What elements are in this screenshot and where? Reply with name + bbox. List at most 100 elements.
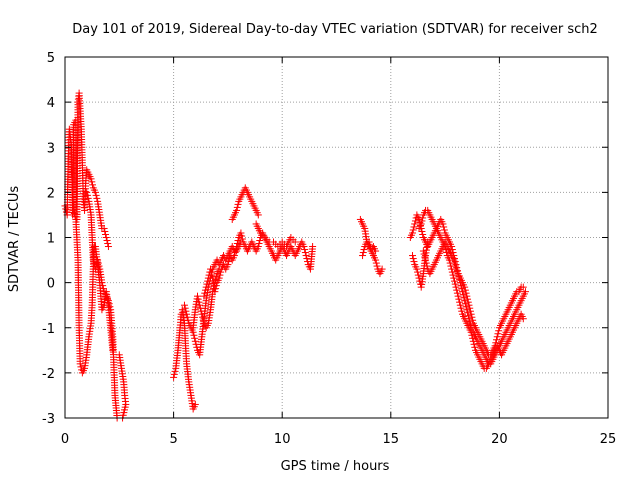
data-point <box>183 313 191 321</box>
data-point <box>98 279 106 287</box>
data-point <box>232 246 240 254</box>
data-point <box>92 191 100 199</box>
data-point <box>469 334 477 342</box>
data-point <box>466 304 474 312</box>
data-point <box>193 292 201 300</box>
data-point <box>212 273 220 281</box>
data-point <box>449 271 457 279</box>
data-point <box>99 282 107 290</box>
data-point <box>457 304 465 312</box>
data-point <box>466 318 474 326</box>
data-point <box>464 309 472 317</box>
data-point <box>216 271 224 279</box>
data-point <box>461 283 469 291</box>
data-point <box>238 232 246 240</box>
data-point <box>71 212 79 220</box>
data-point <box>411 217 419 225</box>
data-point <box>196 304 204 312</box>
data-point <box>99 285 107 293</box>
y-tick-label: -3 <box>42 412 55 427</box>
data-point <box>519 283 527 291</box>
data-point <box>367 244 375 252</box>
data-point <box>198 310 206 318</box>
data-point <box>170 370 178 378</box>
data-point <box>106 303 114 311</box>
data-point <box>78 366 86 374</box>
data-point <box>440 223 448 231</box>
y-tick-label: 1 <box>47 232 55 247</box>
data-point <box>458 285 466 293</box>
x-tick-label: 20 <box>491 432 508 447</box>
data-point <box>459 291 467 299</box>
data-point <box>208 271 216 279</box>
data-point <box>83 191 91 199</box>
data-point <box>194 295 202 303</box>
data-point <box>93 194 101 202</box>
data-point <box>413 265 421 273</box>
data-point <box>461 300 469 308</box>
data-point <box>230 252 238 260</box>
data-point <box>191 400 199 408</box>
data-point <box>450 256 458 264</box>
data-point <box>255 240 263 248</box>
data-point <box>372 256 380 264</box>
data-point <box>464 295 472 303</box>
data-point <box>201 286 209 294</box>
data-point <box>197 307 205 315</box>
data-point <box>440 226 448 234</box>
data-point <box>233 203 241 211</box>
data-point <box>466 307 474 315</box>
data-point <box>105 300 113 308</box>
data-point <box>378 265 386 273</box>
data-point <box>234 237 242 245</box>
y-tick-label: 4 <box>47 96 55 111</box>
data-point <box>207 265 215 273</box>
data-point <box>233 240 241 248</box>
data-point <box>191 334 199 342</box>
data-point <box>419 230 427 238</box>
y-axis-label: SDTVAR / TECUs <box>7 186 22 293</box>
data-point <box>460 294 468 302</box>
data-point <box>453 289 461 297</box>
data-point <box>70 206 78 214</box>
data-point <box>183 310 191 318</box>
data-point <box>454 292 462 300</box>
data-point <box>302 252 310 260</box>
data-point <box>461 297 469 305</box>
data-point <box>452 283 460 291</box>
data-point <box>493 336 501 344</box>
data-point <box>301 249 309 257</box>
x-tick-label: 10 <box>274 432 291 447</box>
data-point <box>103 237 111 245</box>
data-point <box>453 286 461 294</box>
data-point <box>102 230 110 238</box>
data-point <box>87 175 95 183</box>
data-point <box>233 243 241 251</box>
data-point <box>196 301 204 309</box>
data-point <box>170 373 178 381</box>
data-point <box>191 337 199 345</box>
data-point <box>493 333 501 341</box>
data-point <box>83 188 91 196</box>
data-point <box>254 211 262 219</box>
data-point <box>414 268 422 276</box>
data-point <box>365 238 373 246</box>
y-tick-label: 0 <box>47 277 55 292</box>
y-tick-label: 5 <box>47 51 55 66</box>
data-point <box>451 277 459 285</box>
data-point <box>471 343 479 351</box>
data-point <box>237 229 245 237</box>
data-point <box>104 240 112 248</box>
data-point <box>256 237 264 245</box>
data-point <box>451 259 459 267</box>
data-point <box>104 297 112 305</box>
data-point <box>409 229 417 237</box>
data-point <box>451 262 459 270</box>
data-point <box>451 280 459 288</box>
data-point <box>217 268 225 276</box>
data-point <box>468 331 476 339</box>
data-point <box>462 303 470 311</box>
x-tick-label: 0 <box>61 432 69 447</box>
data-point <box>468 313 476 321</box>
